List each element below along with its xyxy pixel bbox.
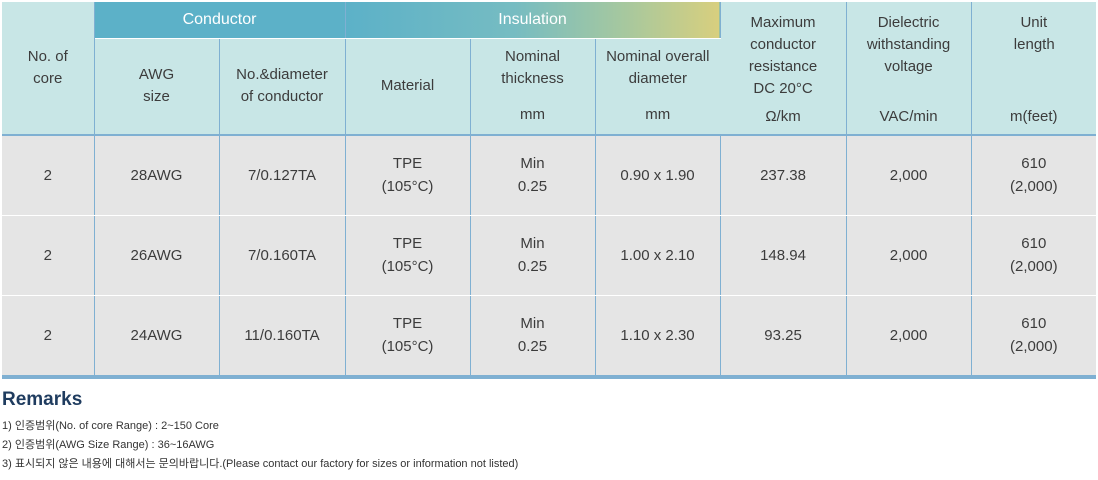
cell-length-feet: (2,000) (1010, 338, 1058, 355)
cell-material-name: TPE (392, 235, 423, 252)
cell-od: 1.10 x 2.30 (595, 295, 721, 379)
cell-thickness-value: 0.25 (517, 338, 548, 355)
cell-length: 610 (2,000) (971, 215, 1097, 296)
cell-length-m: 610 (1021, 315, 1047, 332)
cell-thickness-label: Min (520, 315, 545, 332)
header-no-of-core-label: No. of core (27, 47, 68, 87)
cell-resistance: 148.94 (720, 215, 847, 296)
cell-thickness: Min 0.25 (470, 215, 596, 296)
cell-thickness-value: 0.25 (517, 258, 548, 275)
cell-awg: 26AWG (94, 215, 220, 296)
cell-material: TPE (105°C) (345, 134, 471, 216)
header-dielectric: Dielectric withstanding voltage VAC/min (846, 2, 972, 136)
header-unit-length-unit: m(feet) (1010, 108, 1058, 125)
spec-table: No. of core Conductor Insulation Maximum… (2, 2, 1097, 379)
remark-item: 1) 인증범위(No. of core Range) : 2~150 Core (2, 420, 219, 432)
header-unit-length-label: Unit length (1013, 14, 1055, 53)
cell-length: 610 (2,000) (971, 295, 1097, 379)
header-awg-size: AWG size (94, 38, 220, 136)
cell-material: TPE (105°C) (345, 295, 471, 379)
header-nominal-od-label: Nominal overall diameter (606, 48, 710, 88)
header-insulation-group: Insulation (345, 2, 721, 39)
cell-thickness-label: Min (520, 235, 545, 252)
header-max-resistance-unit: Ω/km (765, 108, 801, 125)
cell-material-name: TPE (392, 155, 423, 172)
cell-length-feet: (2,000) (1010, 258, 1058, 275)
remarks-section: Remarks 1) 인증범위(No. of core Range) : 2~1… (2, 389, 518, 474)
header-unit-length: Unit length m(feet) (971, 2, 1097, 136)
cell-thickness-value: 0.25 (517, 178, 548, 195)
cell-core: 2 (2, 134, 95, 216)
header-nominal-thickness-unit: mm (520, 106, 546, 124)
cell-thickness: Min 0.25 (470, 134, 596, 216)
header-material: Material (345, 38, 471, 136)
cell-voltage: 2,000 (846, 295, 972, 379)
cell-material: TPE (105°C) (345, 215, 471, 296)
remark-item: 2) 인증범위(AWG Size Range) : 36~16AWG (2, 439, 215, 451)
header-awg-size-label: AWG size (138, 66, 175, 106)
cell-voltage: 2,000 (846, 134, 972, 216)
cell-material-temp: (105°C) (381, 338, 434, 355)
header-max-resistance-label: Maximum conductor resistance DC 20°C (748, 14, 818, 97)
cell-length-feet: (2,000) (1010, 178, 1058, 195)
cell-od: 0.90 x 1.90 (595, 134, 721, 216)
cell-conductor: 7/0.127TA (219, 134, 346, 216)
table-row: 2 26AWG 7/0.160TA TPE (105°C) Min 0.25 1.0… (2, 215, 1097, 296)
cell-material-temp: (105°C) (381, 178, 434, 195)
cell-awg: 28AWG (94, 134, 220, 216)
header-nominal-thickness: Nominal thickness mm (470, 38, 596, 136)
header-no-diameter-label: No.&diameter of conductor (236, 66, 328, 106)
cell-length-m: 610 (1021, 235, 1047, 252)
header-conductor-group: Conductor (94, 2, 346, 39)
cell-resistance: 93.25 (720, 295, 847, 379)
header-no-of-core: No. of core (2, 2, 95, 136)
cell-core: 2 (2, 215, 95, 296)
cell-length-m: 610 (1021, 155, 1047, 172)
cell-thickness: Min 0.25 (470, 295, 596, 379)
header-max-resistance: Maximum conductor resistance DC 20°C Ω/k… (720, 2, 847, 136)
cell-conductor: 7/0.160TA (219, 215, 346, 296)
cell-material-temp: (105°C) (381, 258, 434, 275)
header-nominal-od-unit: mm (645, 106, 671, 124)
table-row: 2 24AWG 11/0.160TA TPE (105°C) Min 0.25 1.… (2, 295, 1097, 379)
cell-resistance: 237.38 (720, 134, 847, 216)
header-dielectric-label: Dielectric withstanding voltage (866, 14, 951, 75)
cell-thickness-label: Min (520, 155, 545, 172)
cell-conductor: 11/0.160TA (219, 295, 346, 379)
header-nominal-od: Nominal overall diameter mm (595, 38, 721, 136)
remarks-list: 1) 인증범위(No. of core Range) : 2~150 Core … (2, 417, 518, 474)
header-no-diameter: No.&diameter of conductor (219, 38, 346, 136)
cell-length: 610 (2,000) (971, 134, 1097, 216)
header-nominal-thickness-label: Nominal thickness (501, 48, 564, 88)
cell-material-name: TPE (392, 315, 423, 332)
remarks-title: Remarks (2, 389, 83, 410)
remark-item: 3) 표시되지 않은 내용에 대해서는 문의바랍니다.(Please conta… (2, 458, 519, 470)
cell-awg: 24AWG (94, 295, 220, 379)
header-dielectric-unit: VAC/min (879, 108, 938, 125)
cell-core: 2 (2, 295, 95, 379)
cell-od: 1.00 x 2.10 (595, 215, 721, 296)
table-row: 2 28AWG 7/0.127TA TPE (105°C) Min 0.25 0.9… (2, 134, 1097, 216)
cell-voltage: 2,000 (846, 215, 972, 296)
